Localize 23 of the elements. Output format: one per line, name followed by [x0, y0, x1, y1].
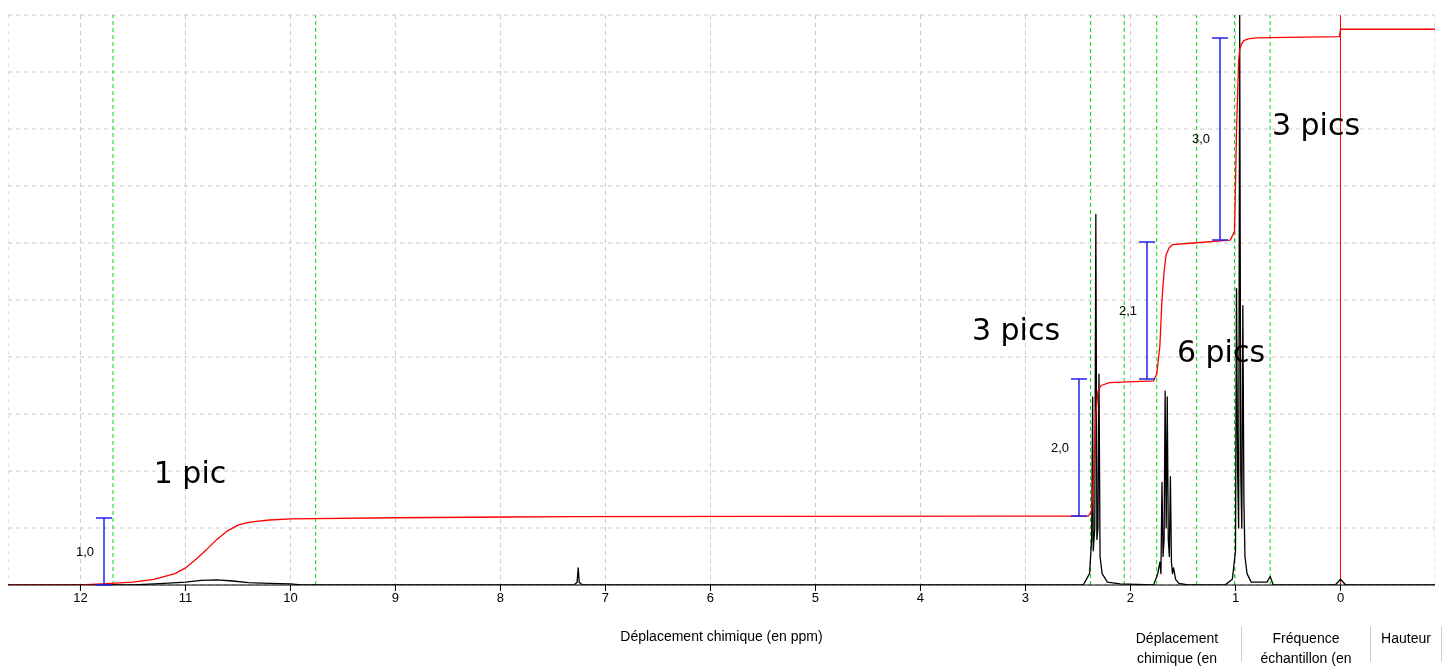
annotation: 1,0 [75, 543, 94, 559]
x-tick-label: 6 [706, 590, 715, 606]
x-tick-label: 2 [1126, 590, 1135, 606]
x-tick-label: 10 [283, 590, 298, 606]
x-tick-label: 9 [391, 590, 400, 606]
x-axis-title: Déplacement chimique (en ppm) [620, 628, 823, 644]
annotation: 1 pic [153, 455, 227, 490]
x-tick-label: 4 [916, 590, 925, 606]
x-tick-label: 11 [178, 590, 193, 606]
x-tick-label: 12 [73, 590, 88, 606]
text: Déplacement chimique (en [1134, 629, 1220, 666]
x-tick-label: 0 [1336, 590, 1345, 606]
annotation: 2,1 [1118, 302, 1137, 318]
text: Hauteur [1371, 626, 1442, 662]
annotation: 2,0 [1050, 439, 1069, 455]
x-tick-label: 8 [496, 590, 505, 606]
annotation: 3 pics [971, 312, 1061, 347]
x-tick-label: 7 [601, 590, 610, 606]
x-tick-label: 1 [1231, 590, 1240, 606]
x-tick-label: 5 [811, 590, 820, 606]
text: Fréquence échantillon (en [1259, 629, 1353, 666]
x-tick-label: 3 [1021, 590, 1030, 606]
annotation: 3,0 [1191, 131, 1210, 146]
